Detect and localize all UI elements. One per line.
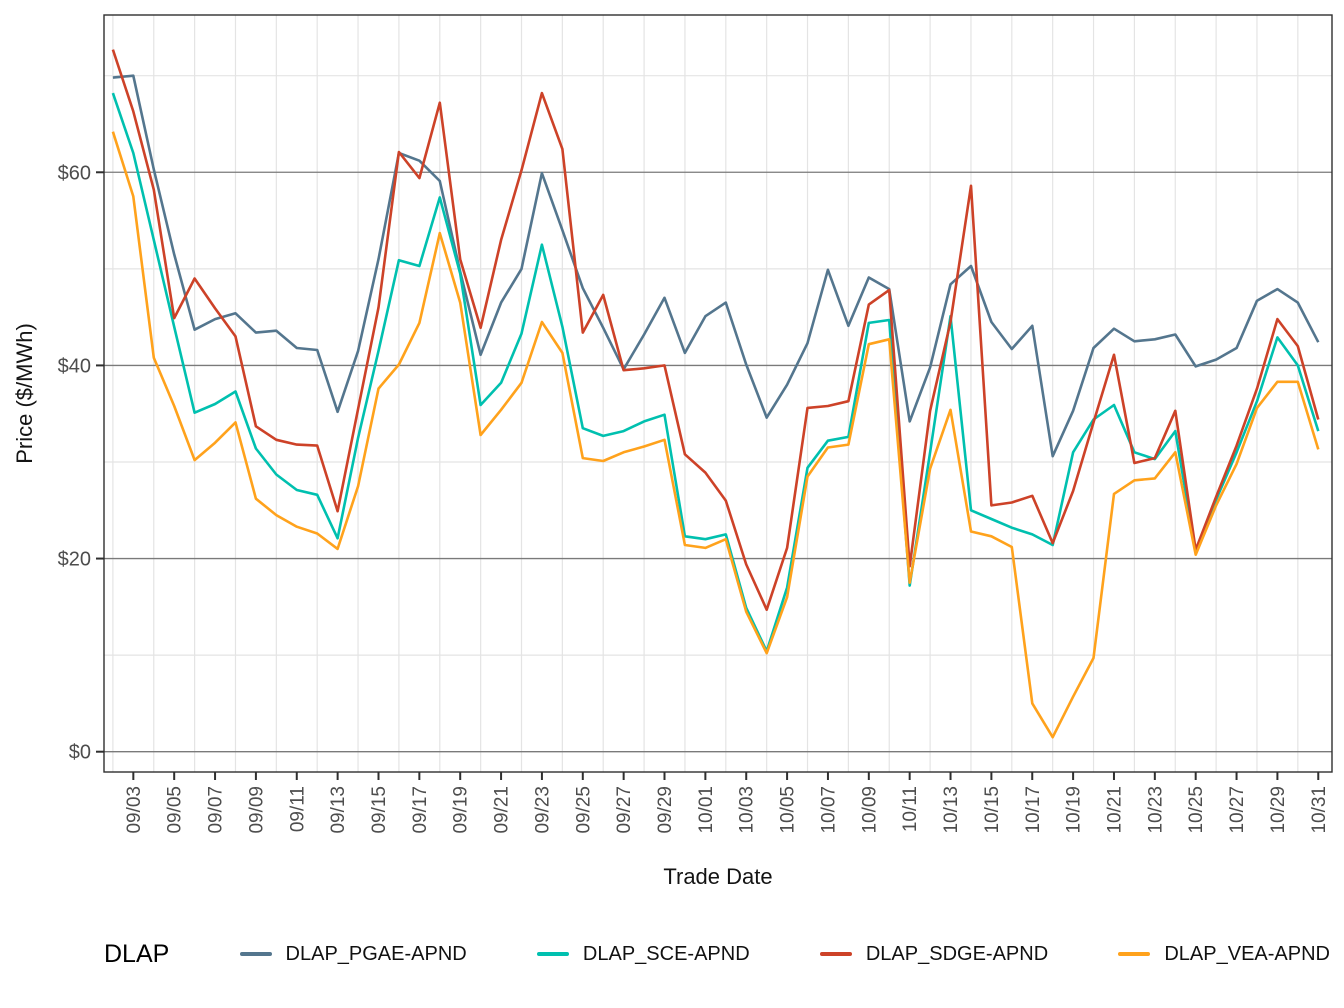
x-tick-label: 10/01	[696, 786, 717, 834]
x-tick-label: 10/15	[982, 786, 1003, 834]
x-axis-title: Trade Date	[663, 864, 772, 889]
x-tick-label: 10/03	[737, 786, 758, 834]
x-tick-label: 09/05	[165, 786, 186, 834]
x-tick-label: 10/07	[818, 786, 839, 834]
legend-title: DLAP	[104, 939, 170, 968]
y-tick-label: $0	[69, 742, 91, 764]
x-tick-label: 10/25	[1186, 786, 1207, 834]
legend-item-DLAP_VEA-APND: DLAP_VEA-APND	[1118, 943, 1330, 966]
x-tick-label: 10/31	[1309, 786, 1330, 834]
x-tick-label: 10/29	[1268, 786, 1289, 834]
x-tick-label: 10/05	[778, 786, 799, 834]
x-tick-label: 09/29	[655, 786, 676, 834]
x-tick-label: 10/13	[941, 786, 962, 834]
series-line-DLAP_VEA-APND	[111, 131, 1320, 739]
legend-label: DLAP_VEA-APND	[1164, 942, 1330, 965]
legend-item-DLAP_SCE-APND: DLAP_SCE-APND	[536, 942, 750, 966]
x-tick-label: 09/07	[206, 786, 227, 834]
legend-swatch-DLAP_SCE-APND	[536, 952, 569, 956]
x-tick-label: 09/03	[124, 786, 145, 834]
x-tick-label: 10/19	[1064, 786, 1085, 834]
x-tick-label: 10/11	[900, 786, 921, 832]
x-tick-label: 09/13	[328, 786, 349, 834]
series-line-DLAP_SCE-APND	[111, 92, 1320, 653]
x-tick-label: 09/23	[532, 786, 553, 834]
price-line-chart: 09/03 09/05 09/07 09/09 09/11 09/13 09/15 09/17…	[12, 14, 1333, 889]
y-tick-label: $40	[58, 355, 91, 377]
x-tick-label: 09/17	[410, 786, 431, 834]
y-tick-label: $60	[58, 162, 91, 184]
legend-label: DLAP_SCE-APND	[582, 942, 750, 965]
x-tick-label: 09/19	[451, 786, 472, 834]
legend-label: DLAP_SDGE-APND	[865, 942, 1049, 965]
y-axis-title: Price ($/MWh)	[12, 323, 37, 464]
x-tick-label: 10/21	[1105, 786, 1126, 834]
x-tick-label: 09/21	[492, 786, 513, 834]
legend-swatch-DLAP_PGAE-APND	[239, 952, 272, 956]
chart-svg: 09/03 09/05 09/07 09/09 09/11 09/13 09/15 09/17…	[12, 14, 1333, 889]
x-tick-label: 09/09	[246, 786, 267, 834]
x-tick-label: 09/11	[287, 786, 308, 832]
x-tick-label: 10/09	[859, 786, 880, 834]
x-tick-label: 09/27	[614, 786, 635, 834]
plot-panel	[104, 15, 1332, 772]
legend-swatch-DLAP_SDGE-APND	[819, 952, 852, 956]
x-tick-label: 10/17	[1023, 786, 1044, 834]
x-tick-label: 10/23	[1145, 786, 1166, 834]
series-line-DLAP_SDGE-APND	[111, 49, 1320, 612]
legend-label: DLAP_PGAE-APND	[285, 942, 467, 965]
legend: DLAP DLAP_PGAE-APND DLAP_SCE-APND DLAP_SDG…	[0, 924, 1344, 984]
x-tick-label: 09/25	[573, 786, 594, 834]
panel-border	[103, 14, 1333, 773]
legend-swatch-DLAP_VEA-APND	[1118, 952, 1151, 956]
y-tick-label: $20	[58, 549, 91, 571]
legend-item-DLAP_SDGE-APND: DLAP_SDGE-APND	[819, 942, 1049, 966]
x-tick-label: 09/15	[369, 786, 390, 834]
series-line-DLAP_PGAE-APND	[112, 74, 1320, 458]
legend-item-DLAP_PGAE-APND: DLAP_PGAE-APND	[239, 942, 467, 966]
x-tick-label: 10/27	[1227, 786, 1248, 834]
